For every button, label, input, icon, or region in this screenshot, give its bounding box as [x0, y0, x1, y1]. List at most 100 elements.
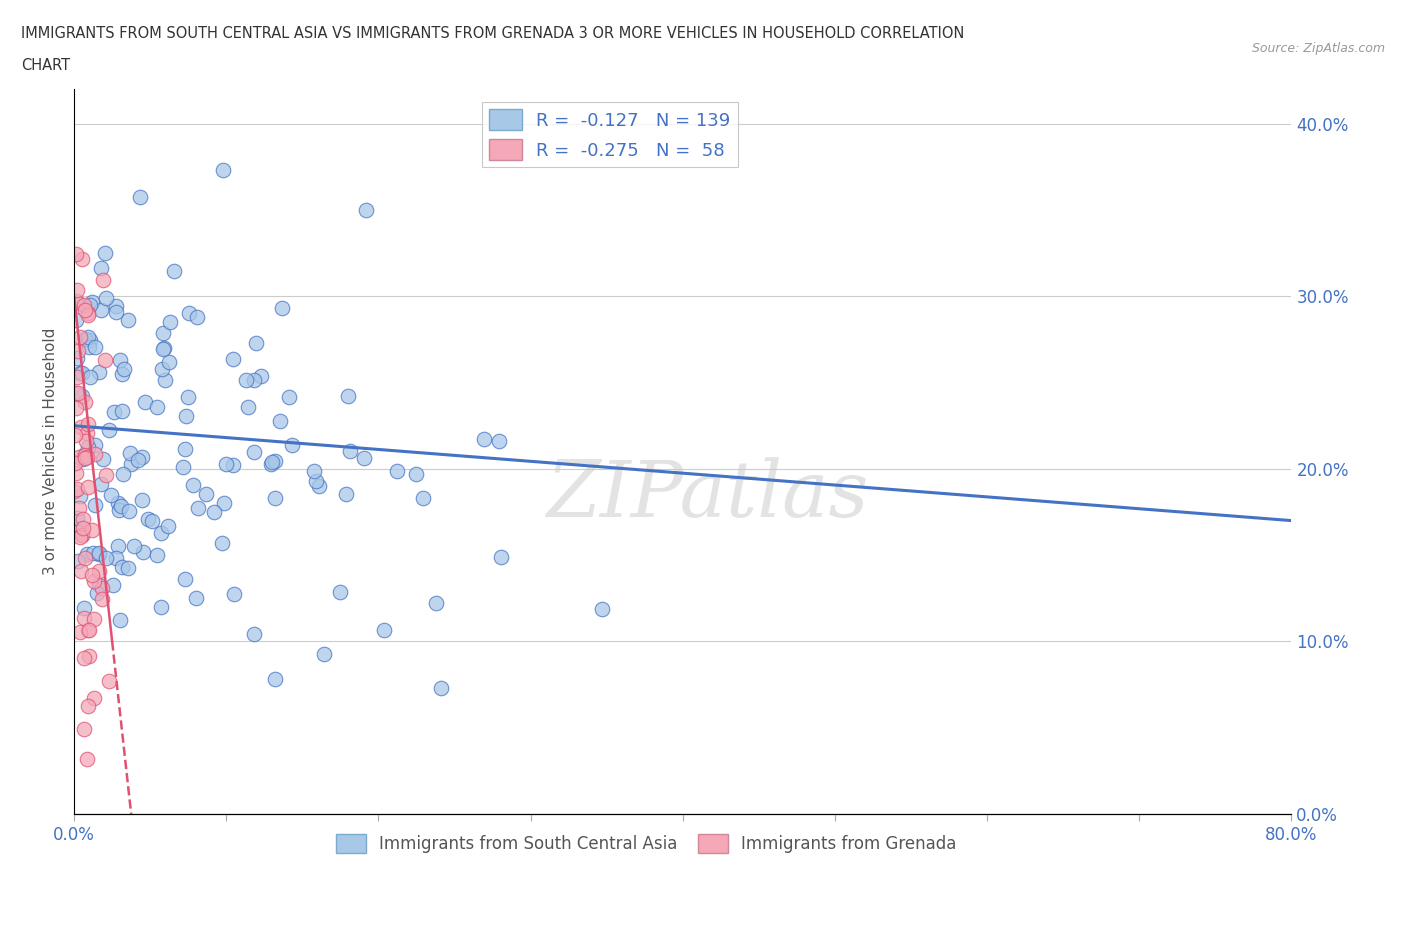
Point [264, 491, 287, 506]
Point [329, 585, 352, 600]
Point [105, 299, 128, 313]
Point [103, 405, 125, 419]
Point [222, 352, 245, 366]
Point [489, 550, 512, 565]
Point [65, 294, 87, 309]
Point [110, 404, 132, 418]
Point [72, 600, 94, 615]
Point [222, 458, 245, 472]
Point [243, 373, 266, 388]
Point [108, 352, 131, 367]
Point [373, 623, 395, 638]
Point [146, 399, 169, 414]
Point [73, 551, 96, 565]
Point [77, 340, 100, 355]
Point [134, 394, 156, 409]
Point [65, 386, 87, 401]
Point [250, 368, 273, 383]
Point [65, 428, 87, 443]
Point [66, 385, 89, 400]
Point [73, 651, 96, 666]
Point [270, 300, 292, 315]
Point [337, 389, 360, 404]
Text: IMMIGRANTS FROM SOUTH CENTRAL ASIA VS IMMIGRANTS FROM GRENADA 3 OR MORE VEHICLES: IMMIGRANTS FROM SOUTH CENTRAL ASIA VS IM… [21, 26, 965, 41]
Point [429, 681, 451, 696]
Point [84, 339, 107, 354]
Point [83, 446, 105, 461]
Point [75, 394, 97, 409]
Point [70, 521, 93, 536]
Point [146, 548, 169, 563]
Point [66, 283, 89, 298]
Point [65, 312, 87, 327]
Point [90, 477, 112, 492]
Point [69, 330, 91, 345]
Point [83, 574, 105, 589]
Point [242, 627, 264, 642]
Point [98, 674, 121, 689]
Point [90, 303, 112, 318]
Point [264, 454, 287, 469]
Point [195, 487, 218, 502]
Text: Source: ZipAtlas.com: Source: ZipAtlas.com [1251, 42, 1385, 55]
Point [242, 445, 264, 459]
Point [77, 698, 100, 713]
Point [83, 611, 105, 626]
Point [111, 559, 134, 574]
Point [73, 298, 96, 312]
Point [77, 440, 100, 455]
Point [96, 468, 118, 483]
Point [312, 646, 335, 661]
Point [77, 308, 100, 323]
Point [260, 457, 283, 472]
Point [335, 486, 357, 501]
Point [87, 365, 110, 379]
Point [89, 564, 111, 578]
Point [152, 326, 174, 341]
Point [110, 498, 132, 513]
Point [94, 551, 117, 565]
Point [63, 456, 86, 471]
Point [141, 514, 163, 529]
Point [73, 302, 96, 317]
Point [405, 467, 427, 482]
Point [91, 451, 114, 466]
Point [67, 296, 90, 311]
Point [163, 264, 186, 279]
Text: CHART: CHART [21, 58, 70, 73]
Point [150, 600, 173, 615]
Point [66, 344, 89, 359]
Point [174, 408, 197, 423]
Point [89, 545, 111, 560]
Point [149, 525, 172, 540]
Point [73, 448, 96, 463]
Point [94, 352, 117, 367]
Point [82, 294, 104, 309]
Point [474, 432, 496, 446]
Point [73, 610, 96, 625]
Point [91, 581, 114, 596]
Point [245, 335, 267, 350]
Point [70, 528, 93, 543]
Point [77, 622, 100, 637]
Point [65, 511, 87, 525]
Point [128, 190, 150, 205]
Point [66, 481, 89, 496]
Point [87, 547, 110, 562]
Point [76, 547, 98, 562]
Point [79, 370, 101, 385]
Point [94, 291, 117, 306]
Point [118, 503, 141, 518]
Point [262, 455, 284, 470]
Point [112, 361, 135, 376]
Point [356, 203, 378, 218]
Point [72, 722, 94, 737]
Point [70, 365, 93, 380]
Point [77, 330, 100, 345]
Point [136, 512, 159, 526]
Point [83, 690, 105, 705]
Point [80, 568, 103, 583]
Point [177, 390, 200, 405]
Point [104, 304, 127, 319]
Point [63, 484, 86, 498]
